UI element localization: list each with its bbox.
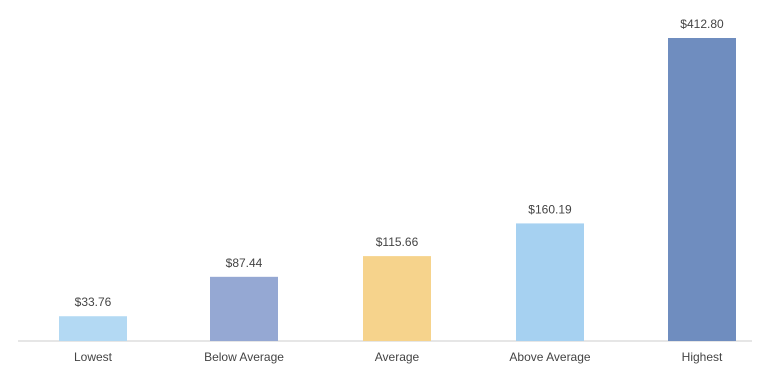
bar-highest	[668, 38, 736, 341]
data-label: $87.44	[226, 256, 263, 270]
bar-lowest	[59, 316, 127, 341]
x-tick-label: Lowest	[74, 350, 113, 364]
data-label: $115.66	[376, 235, 419, 249]
x-tick-label: Highest	[682, 350, 723, 364]
bar-below-average	[210, 276, 278, 341]
data-label: $412.80	[680, 17, 724, 31]
x-tick-label: Average	[375, 350, 420, 364]
bar-average	[363, 256, 431, 341]
x-tick-label: Below Average	[204, 350, 284, 364]
data-label: $33.76	[75, 295, 112, 309]
x-tick-label: Above Average	[509, 350, 591, 364]
bar-above-average	[516, 223, 584, 341]
data-label: $160.19	[528, 202, 572, 216]
